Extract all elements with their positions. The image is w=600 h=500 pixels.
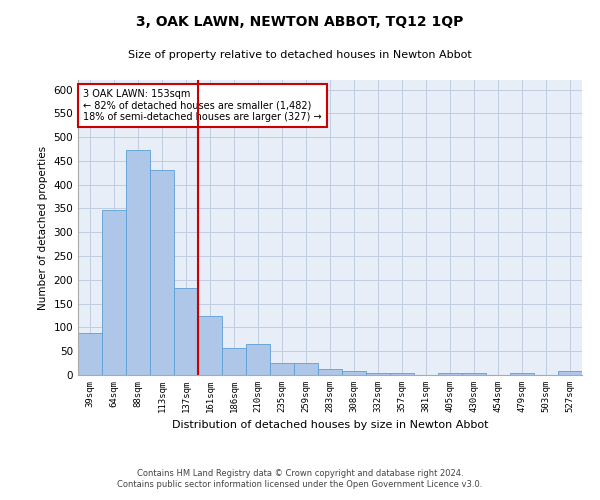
X-axis label: Distribution of detached houses by size in Newton Abbot: Distribution of detached houses by size … [172, 420, 488, 430]
Text: 3, OAK LAWN, NEWTON ABBOT, TQ12 1QP: 3, OAK LAWN, NEWTON ABBOT, TQ12 1QP [136, 15, 464, 29]
Bar [78, 332, 102, 375]
Bar [342, 371, 366, 375]
Bar [102, 210, 126, 375]
Bar [198, 316, 222, 375]
Bar [126, 150, 150, 375]
Bar [270, 363, 294, 375]
Bar [462, 372, 486, 375]
Bar [150, 170, 174, 375]
Text: 3 OAK LAWN: 153sqm
← 82% of detached houses are smaller (1,482)
18% of semi-deta: 3 OAK LAWN: 153sqm ← 82% of detached hou… [83, 89, 322, 122]
Bar [246, 344, 270, 375]
Bar [294, 363, 318, 375]
Bar [222, 348, 246, 375]
Y-axis label: Number of detached properties: Number of detached properties [38, 146, 48, 310]
Bar [390, 372, 414, 375]
Text: Size of property relative to detached houses in Newton Abbot: Size of property relative to detached ho… [128, 50, 472, 60]
Bar [174, 288, 198, 375]
Bar [318, 369, 342, 375]
Bar [510, 372, 534, 375]
Bar [366, 372, 390, 375]
Bar [438, 372, 462, 375]
Text: Contains public sector information licensed under the Open Government Licence v3: Contains public sector information licen… [118, 480, 482, 489]
Text: Contains HM Land Registry data © Crown copyright and database right 2024.: Contains HM Land Registry data © Crown c… [137, 468, 463, 477]
Bar [558, 371, 582, 375]
